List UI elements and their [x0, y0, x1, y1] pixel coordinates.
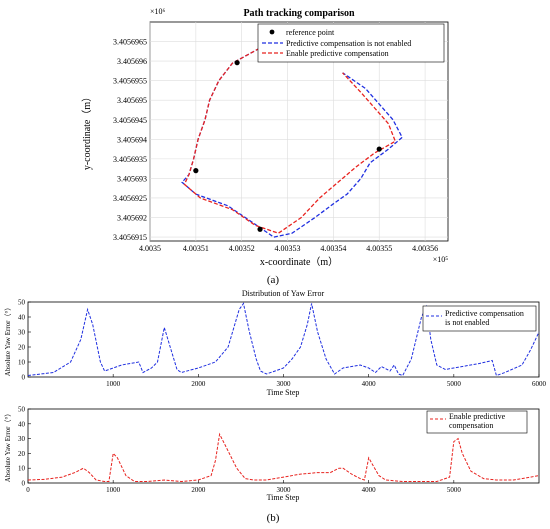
x-tick-label: 3000 — [277, 486, 292, 494]
legend-b1-label: Predictive compensation is not enabled — [445, 309, 524, 327]
x-tick-label: 4.00356 — [412, 244, 438, 253]
reference-point — [257, 226, 263, 232]
x-exponent-label: ×10⁵ — [433, 255, 449, 264]
series-line-enabled — [183, 44, 397, 234]
y-tick-label: 3.4056915 — [113, 233, 147, 242]
ticks-a: 4.0035 4.00351 4.00352 4.00353 4.00354 4.0035… — [113, 38, 438, 253]
x-tick-label: 4.00355 — [366, 244, 392, 253]
y-tick-label: 30 — [18, 435, 26, 443]
y-tick-label: 3.4056955 — [113, 77, 147, 86]
yaw-error-chart-enabled: 0 1000 2000 3000 4000 5000 0 10 20 30 40 50 Time St… — [4, 406, 540, 502]
x-tick-label: 4.0035 — [139, 244, 161, 253]
legend-line-text: compensation — [449, 421, 493, 430]
y-tick-label: 50 — [18, 299, 26, 307]
path-tracking-chart: 4.0035 4.00351 4.00352 4.00353 4.00354 4.0035… — [81, 7, 449, 268]
legend-line-text: is not enabled — [445, 318, 489, 327]
legend-box-b2 — [426, 410, 528, 434]
y-tick-label: 20 — [18, 450, 26, 458]
y-tick-label: 20 — [18, 344, 26, 352]
x-tick-label: 5000 — [447, 486, 462, 494]
x-tick-label: 0 — [26, 486, 30, 494]
x-tick-label: 1000 — [106, 486, 121, 494]
chart-title-a: Path tracking comparison — [243, 8, 355, 19]
x-tick-label: 1000 — [106, 380, 121, 388]
y-tick-label: 3.4056945 — [113, 116, 147, 125]
x-tick-label: 4.00353 — [275, 244, 301, 253]
reference-point — [193, 168, 199, 174]
y-tick-label: 3.405693 — [117, 174, 147, 183]
y-tick-label: 10 — [18, 465, 26, 473]
series-b2 — [27, 432, 540, 483]
chart-title-b: Distribution of Yaw Error — [242, 289, 325, 298]
x-tick-label: 5000 — [447, 380, 462, 388]
x-axis-label-a: x-coordinate（m） — [260, 256, 338, 268]
reference-point — [234, 60, 240, 66]
legend-line-text: Enable predictive — [449, 412, 506, 421]
y-tick-label: 3.405695 — [117, 96, 147, 105]
y-axis-label-a: y-coordinate（m） — [81, 92, 93, 170]
x-tick-label: 3000 — [277, 380, 292, 388]
x-tick-label: 4000 — [362, 486, 377, 494]
y-exponent-label: ×10⁶ — [150, 7, 166, 16]
y-tick-label: 0 — [22, 374, 26, 382]
reference-point — [376, 146, 382, 152]
legend-ref-label: reference point — [286, 28, 335, 37]
x-tick-label: 4.00354 — [320, 244, 346, 253]
yaw-error-chart-not-enabled: 1000 2000 3000 4000 5000 6000 0 10 20 30 40 50 Dist… — [4, 289, 547, 397]
series-line — [27, 302, 540, 377]
legend-b1: Predictive compensation is not enabled — [422, 305, 537, 332]
y-tick-label: 30 — [18, 329, 26, 337]
series-a — [181, 44, 404, 238]
legend-box-b1 — [422, 305, 537, 332]
x-axis-label-b2: Time Step — [267, 493, 300, 502]
legend-a: reference point Predictive compensation … — [257, 23, 445, 63]
reference-points — [193, 60, 382, 232]
y-tick-label: 3.405696 — [117, 57, 147, 66]
x-tick-label: 2000 — [191, 380, 206, 388]
ticks-b1: 1000 2000 3000 4000 5000 6000 0 10 20 30 40 50 — [18, 299, 547, 389]
series-b1 — [27, 302, 540, 377]
y-tick-label: 3.4056965 — [113, 38, 147, 47]
legend-enabled-label: Enable predictive compensation — [286, 49, 389, 58]
ticks-b2: 0 1000 2000 3000 4000 5000 0 10 20 30 40 50 — [18, 406, 461, 495]
y-axis-label-b1: Absolute Yaw Error（°） — [4, 304, 12, 377]
series-line — [27, 432, 540, 483]
y-tick-label: 10 — [18, 359, 26, 367]
legend-box-a — [257, 23, 445, 63]
y-tick-label: 3.4056935 — [113, 155, 147, 164]
y-tick-label: 50 — [18, 406, 26, 414]
legend-ref-marker — [269, 29, 275, 35]
panel-label-b: (b) — [267, 512, 280, 524]
legend-b2: Enable predictive compensation — [426, 410, 528, 434]
y-tick-label: 40 — [18, 420, 26, 428]
y-tick-label: 40 — [18, 314, 26, 322]
legend-line-text: Predictive compensation — [445, 309, 524, 318]
legend-b2-label: Enable predictive compensation — [449, 412, 506, 430]
x-tick-label: 6000 — [532, 380, 547, 388]
y-tick-label: 3.4056925 — [113, 194, 147, 203]
x-axis-label-b1: Time Step — [267, 388, 300, 397]
y-tick-label: 0 — [22, 480, 26, 488]
y-tick-label: 3.405694 — [117, 135, 147, 144]
x-tick-label: 4.00351 — [183, 244, 209, 253]
y-axis-label-b2: Absolute Yaw Error（°） — [4, 410, 12, 483]
panel-label-a: (a) — [267, 274, 280, 286]
x-tick-label: 2000 — [191, 486, 206, 494]
legend-not-enabled-label: Predictive compensation is not enabled — [286, 39, 411, 48]
y-tick-label: 3.405692 — [117, 214, 147, 223]
x-tick-label: 4.00352 — [229, 244, 255, 253]
x-tick-label: 4000 — [362, 380, 377, 388]
